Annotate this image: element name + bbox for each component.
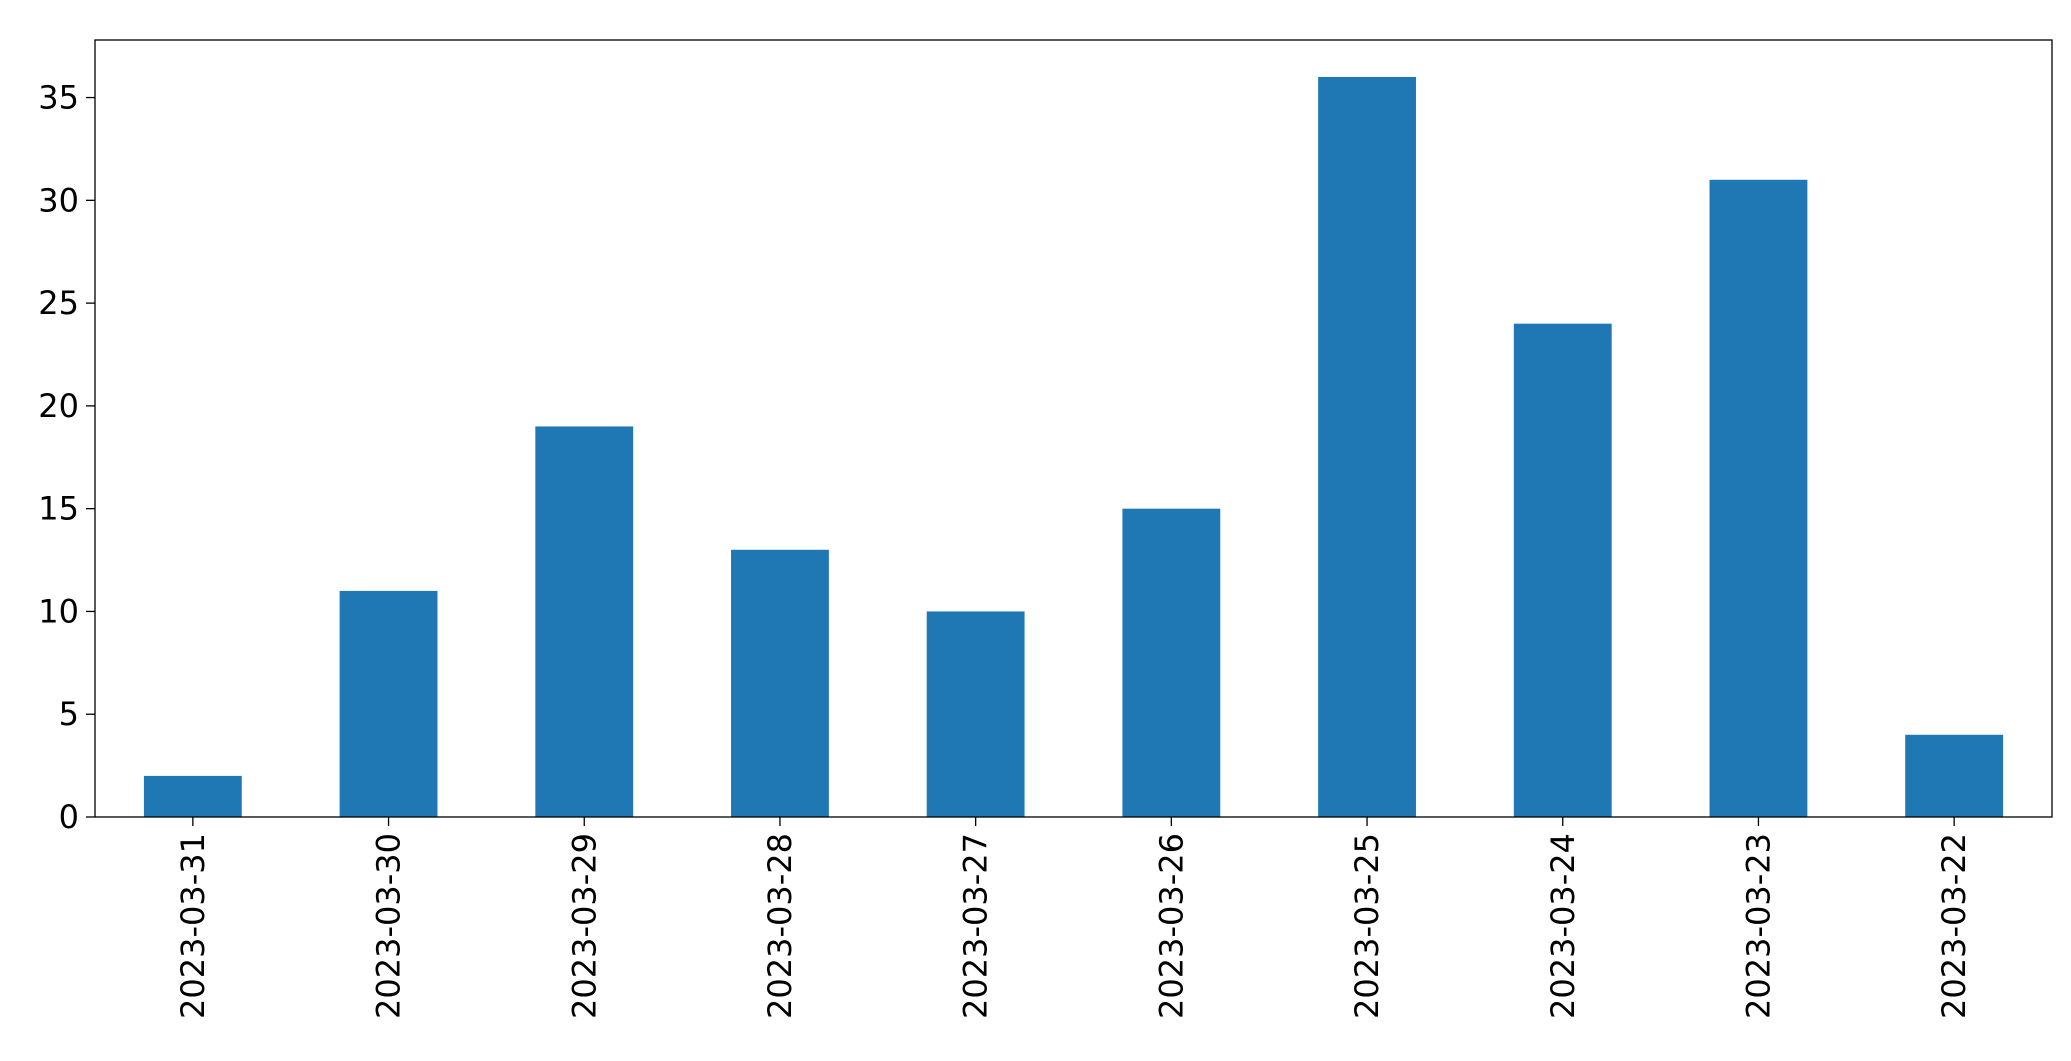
x-tick-label: 2023-03-28 [761,833,799,1019]
bar [926,611,1025,817]
bar [535,426,634,817]
x-tick-label: 2023-03-30 [370,833,408,1019]
bar [731,549,829,817]
y-tick-label: 30 [38,181,79,219]
y-tick-label: 20 [38,387,79,425]
y-tick-label: 5 [59,695,79,733]
bar [1122,508,1221,817]
bar [1709,179,1808,817]
x-tick-label: 2023-03-23 [1739,833,1777,1019]
bar [1318,77,1416,817]
plot-frame [94,39,2053,818]
x-tick-label: 2023-03-26 [1152,833,1190,1019]
bar [1905,734,2004,817]
bar [143,775,242,817]
bar [339,590,438,817]
y-tick-label: 25 [38,284,79,322]
y-tick-label: 0 [59,798,79,836]
x-tick-label: 2023-03-24 [1544,833,1582,1019]
x-tick-label: 2023-03-29 [565,833,603,1019]
bar [1513,323,1612,817]
x-tick-label: 2023-03-27 [957,833,995,1019]
y-tick-label: 10 [38,592,79,630]
x-tick-label: 2023-03-31 [174,833,212,1019]
y-tick-label: 35 [38,79,79,117]
x-tick-label: 2023-03-22 [1935,833,1973,1019]
x-tick-label: 2023-03-25 [1348,833,1386,1019]
y-tick-label: 15 [38,490,79,528]
